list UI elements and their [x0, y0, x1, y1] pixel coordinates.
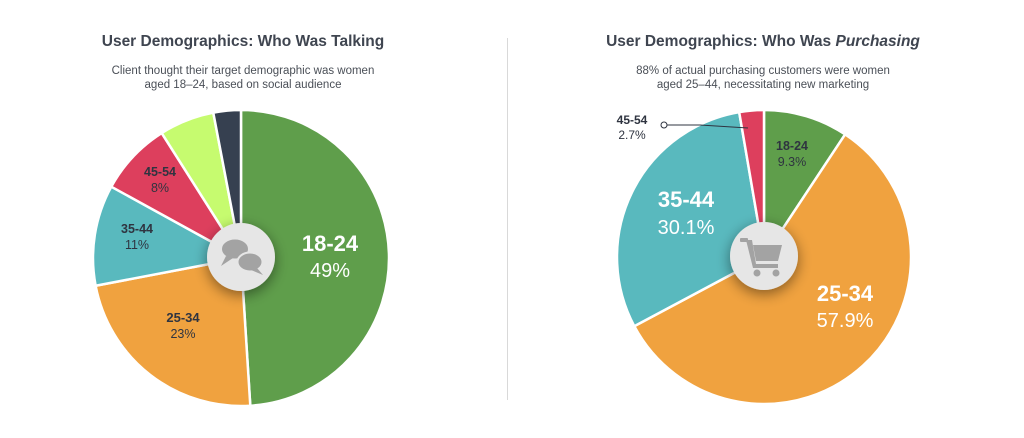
left-pie-chart: [91, 108, 391, 408]
right-value-35-44: 30.1%: [658, 217, 715, 239]
right-value-45-54: 2.7%: [618, 128, 646, 142]
right-hub: [730, 222, 798, 290]
left-hub: [207, 223, 275, 291]
left-label-45-54: 45-54: [144, 165, 176, 179]
left-pie-slice-25-34: [94, 256, 252, 408]
left-chart-title: User Demographics: Who Was Talking: [101, 33, 385, 50]
right-pie-slice-35-44: [615, 110, 766, 328]
left-label-35-44: 35-44: [121, 222, 153, 236]
left-subtitle-line-2: aged 18–24, based on social audience: [144, 79, 342, 91]
left-pie-slice-35-44: [91, 185, 243, 287]
right-value-25-34: 57.9%: [817, 310, 874, 332]
left-value-25-34: 23%: [170, 327, 195, 341]
right-subtitle-line-2: aged 25–44, necessitating new marketing: [656, 79, 870, 91]
right-leader-line-45-54: [664, 124, 749, 129]
right-label-25-34: 25-34: [817, 281, 874, 306]
left-value-45-54: 8%: [151, 181, 169, 195]
right-value-18-24: 9.3%: [778, 155, 807, 169]
right-pie-slice-18-24: [762, 108, 847, 259]
left-label-25-34: 25-34: [166, 310, 200, 325]
shopping-cart-icon: [740, 238, 782, 277]
right-label-18-24: 18-24: [776, 139, 808, 153]
left-chart-subtitle: Client thought their target demographic …: [33, 64, 453, 92]
left-value-35-44: 11%: [125, 238, 149, 252]
right-label-45-54: 45-54: [617, 113, 648, 127]
left-value-18-24: 49%: [310, 260, 350, 282]
right-pie-slice-45-54: [737, 108, 766, 259]
left-label-18-24: 18-24: [302, 231, 359, 256]
right-title-prefix: User Demographics: Who Was: [606, 33, 836, 50]
right-chart-subtitle: 88% of actual purchasing customers were …: [553, 64, 973, 92]
right-chart-title: User Demographics: Who Was Purchasing: [553, 33, 973, 51]
right-leader-dot-45-54: [660, 121, 668, 129]
right-title-emphasis: Purchasing: [835, 33, 920, 50]
left-pie-slice-18-24: [239, 108, 391, 407]
right-subtitle-line-1: 88% of actual purchasing customers were …: [636, 65, 890, 77]
right-labels: 18-24 9.3% 25-34 57.9% 35-44 30.1% 45-54…: [617, 113, 874, 332]
right-label-35-44: 35-44: [658, 187, 715, 212]
panel-divider: [507, 38, 508, 400]
left-subtitle-line-1: Client thought their target demographic …: [111, 65, 375, 77]
left-pie-slice-unlabeled-5: [212, 108, 243, 260]
chat-bubbles-icon: [220, 237, 264, 275]
left-labels: 18-24 49% 25-34 23% 35-44 11% 45-54 8%: [121, 165, 359, 341]
